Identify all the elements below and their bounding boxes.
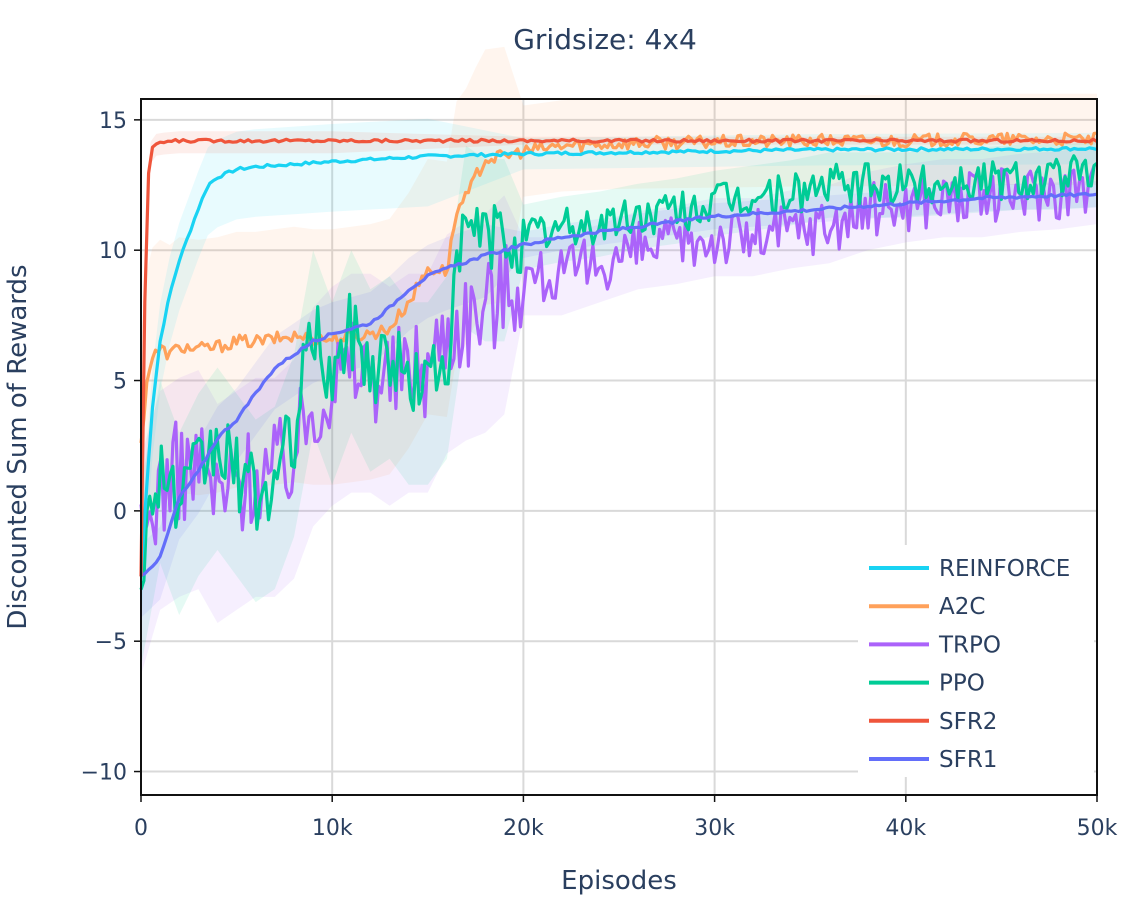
series-line-sfr2 xyxy=(139,137,1098,577)
plot-frame xyxy=(140,98,1098,796)
x-tick-label: 20k xyxy=(503,816,544,841)
x-tick-label: 50k xyxy=(1077,816,1118,841)
y-tick-label: 15 xyxy=(99,109,127,134)
legend-label-sfr2[interactable]: SFR2 xyxy=(939,709,997,735)
y-axis-label: Discounted Sum of Rewards xyxy=(3,264,33,629)
legend-background xyxy=(858,545,1094,777)
y-tick-label: 10 xyxy=(99,239,127,264)
series-line-a2c xyxy=(139,131,1098,444)
chart-title: Gridsize: 4x4 xyxy=(513,23,697,56)
legend-label-reinforce[interactable]: REINFORCE xyxy=(939,556,1070,582)
series-line-ppo xyxy=(139,154,1098,591)
legend-label-trpo[interactable]: TRPO xyxy=(938,632,1001,658)
y-axis: −10 −5 0 5 10 15 xyxy=(81,109,141,786)
y-tick-label: −5 xyxy=(95,630,127,655)
legend-label-a2c[interactable]: A2C xyxy=(939,594,985,620)
band-sfr1 xyxy=(141,181,1097,618)
series-line-sfr1 xyxy=(140,191,1098,578)
grid xyxy=(140,99,1098,795)
series-lines xyxy=(139,131,1098,591)
x-tick-label: 40k xyxy=(885,816,926,841)
y-tick-label: −10 xyxy=(81,761,127,786)
x-axis: 0 10k 20k 30k 40k 50k xyxy=(134,795,1118,841)
y-tick-label: 5 xyxy=(113,370,127,395)
legend-label-ppo[interactable]: PPO xyxy=(939,671,985,697)
x-tick-label: 10k xyxy=(312,816,353,841)
x-axis-label: Episodes xyxy=(561,866,677,896)
x-tick-label: 30k xyxy=(694,816,735,841)
series-line-reinforce xyxy=(139,146,1098,577)
legend[interactable]: REINFORCE A2C TRPO PPO SFR2 SFR1 xyxy=(858,545,1094,777)
legend-label-sfr1[interactable]: SFR1 xyxy=(939,747,997,773)
x-tick-label: 0 xyxy=(134,816,148,841)
y-tick-label: 0 xyxy=(113,500,127,525)
